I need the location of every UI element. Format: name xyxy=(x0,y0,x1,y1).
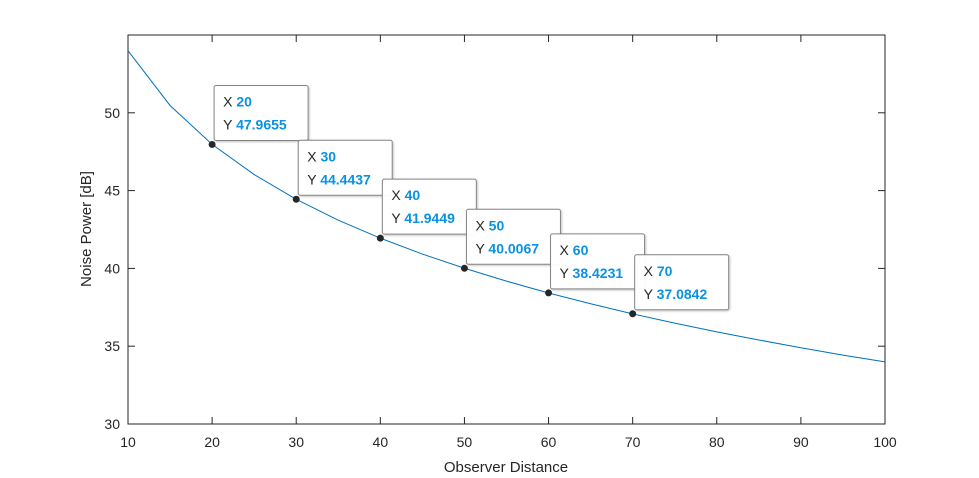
datatip-marker xyxy=(376,234,384,242)
datatip-box xyxy=(381,178,477,235)
datatip-marker xyxy=(629,310,637,318)
datatip-x-row: X 20 xyxy=(223,93,252,109)
datatip-y-row: Y 40.0067 xyxy=(475,240,539,256)
datatip-x-value: 60 xyxy=(573,242,589,258)
datatip-x-value: 70 xyxy=(657,263,673,279)
datatip-x-value: 30 xyxy=(320,148,336,164)
datatip-x-label: X xyxy=(644,263,657,279)
y-tick-label: 50 xyxy=(104,105,120,121)
datatip-marker xyxy=(208,140,216,148)
datatip-y-label: Y xyxy=(560,265,573,281)
datatip[interactable]: X 40Y 41.9449 xyxy=(381,178,477,235)
datatip-y-value: 41.9449 xyxy=(404,210,455,226)
datatip-x-label: X xyxy=(307,148,320,164)
datatip-marker xyxy=(292,195,300,203)
datatip-box xyxy=(297,139,393,196)
datatip-x-value: 20 xyxy=(236,93,252,109)
datatip[interactable]: X 20Y 47.9655 xyxy=(213,84,309,141)
x-tick-label: 20 xyxy=(204,434,220,450)
datatip-y-label: Y xyxy=(307,171,320,187)
y-axis: 30 35 40 45 50 xyxy=(104,105,885,432)
datatip-y-value: 37.0842 xyxy=(657,286,708,302)
x-tick-label: 40 xyxy=(373,434,389,450)
x-axis-label: Observer Distance xyxy=(444,459,568,476)
datatip-y-value: 40.0067 xyxy=(488,240,539,256)
datatip-box xyxy=(213,84,309,141)
x-tick-label: 80 xyxy=(709,434,725,450)
x-tick-label: 30 xyxy=(288,434,304,450)
datatip-x-row: X 30 xyxy=(307,148,336,164)
datatip-x-row: X 40 xyxy=(391,187,420,203)
y-tick-label: 30 xyxy=(104,416,120,432)
x-tick-label: 50 xyxy=(457,434,473,450)
datatip-y-row: Y 37.0842 xyxy=(644,286,708,302)
x-tick-label: 90 xyxy=(793,434,809,450)
datatip-y-value: 44.4437 xyxy=(320,171,371,187)
y-axis-label: Noise Power [dB] xyxy=(78,171,95,287)
datatip-x-row: X 50 xyxy=(475,217,504,233)
datatip-marker xyxy=(545,289,553,297)
datatip-y-row: Y 47.9655 xyxy=(223,116,287,132)
datatip-x-label: X xyxy=(560,242,573,258)
datatip-y-value: 38.4231 xyxy=(573,265,624,281)
y-tick-label: 40 xyxy=(104,260,120,276)
datatip[interactable]: X 30Y 44.4437 xyxy=(297,139,393,196)
datatip-y-row: Y 38.4231 xyxy=(560,265,624,281)
datatip-x-label: X xyxy=(391,187,404,203)
x-axis: 10 20 30 40 50 60 70 80 90 100 xyxy=(120,35,897,450)
y-tick-label: 35 xyxy=(104,338,120,354)
y-tick-label: 45 xyxy=(104,183,120,199)
datatip-marker xyxy=(460,264,468,272)
datatip-y-label: Y xyxy=(475,240,488,256)
datatip-x-label: X xyxy=(475,217,488,233)
datatip-x-label: X xyxy=(223,93,236,109)
datatip-x-value: 50 xyxy=(489,217,505,233)
x-tick-label: 60 xyxy=(541,434,557,450)
x-tick-label: 10 xyxy=(120,434,136,450)
series-line xyxy=(127,50,886,363)
datatip-y-row: Y 41.9449 xyxy=(391,210,455,226)
datatip-y-label: Y xyxy=(391,210,404,226)
x-tick-label: 70 xyxy=(625,434,641,450)
datatip-y-row: Y 44.4437 xyxy=(307,171,371,187)
datatip[interactable]: X 60Y 38.4231 xyxy=(550,233,646,290)
datatip-box xyxy=(634,254,730,311)
datatip-x-value: 40 xyxy=(405,187,421,203)
datatip[interactable]: X 70Y 37.0842 xyxy=(634,254,730,311)
datatip-y-label: Y xyxy=(223,116,236,132)
datatip[interactable]: X 50Y 40.0067 xyxy=(465,208,561,265)
datatip-x-row: X 70 xyxy=(644,263,673,279)
datatip-y-value: 47.9655 xyxy=(236,116,287,132)
datatip-y-label: Y xyxy=(644,286,657,302)
datatip-x-row: X 60 xyxy=(560,242,589,258)
x-tick-label: 100 xyxy=(873,434,897,450)
